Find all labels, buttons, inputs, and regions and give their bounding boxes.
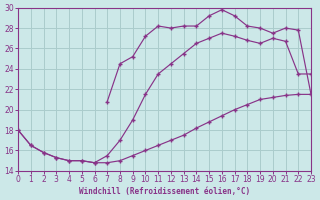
X-axis label: Windchill (Refroidissement éolien,°C): Windchill (Refroidissement éolien,°C) xyxy=(79,187,250,196)
